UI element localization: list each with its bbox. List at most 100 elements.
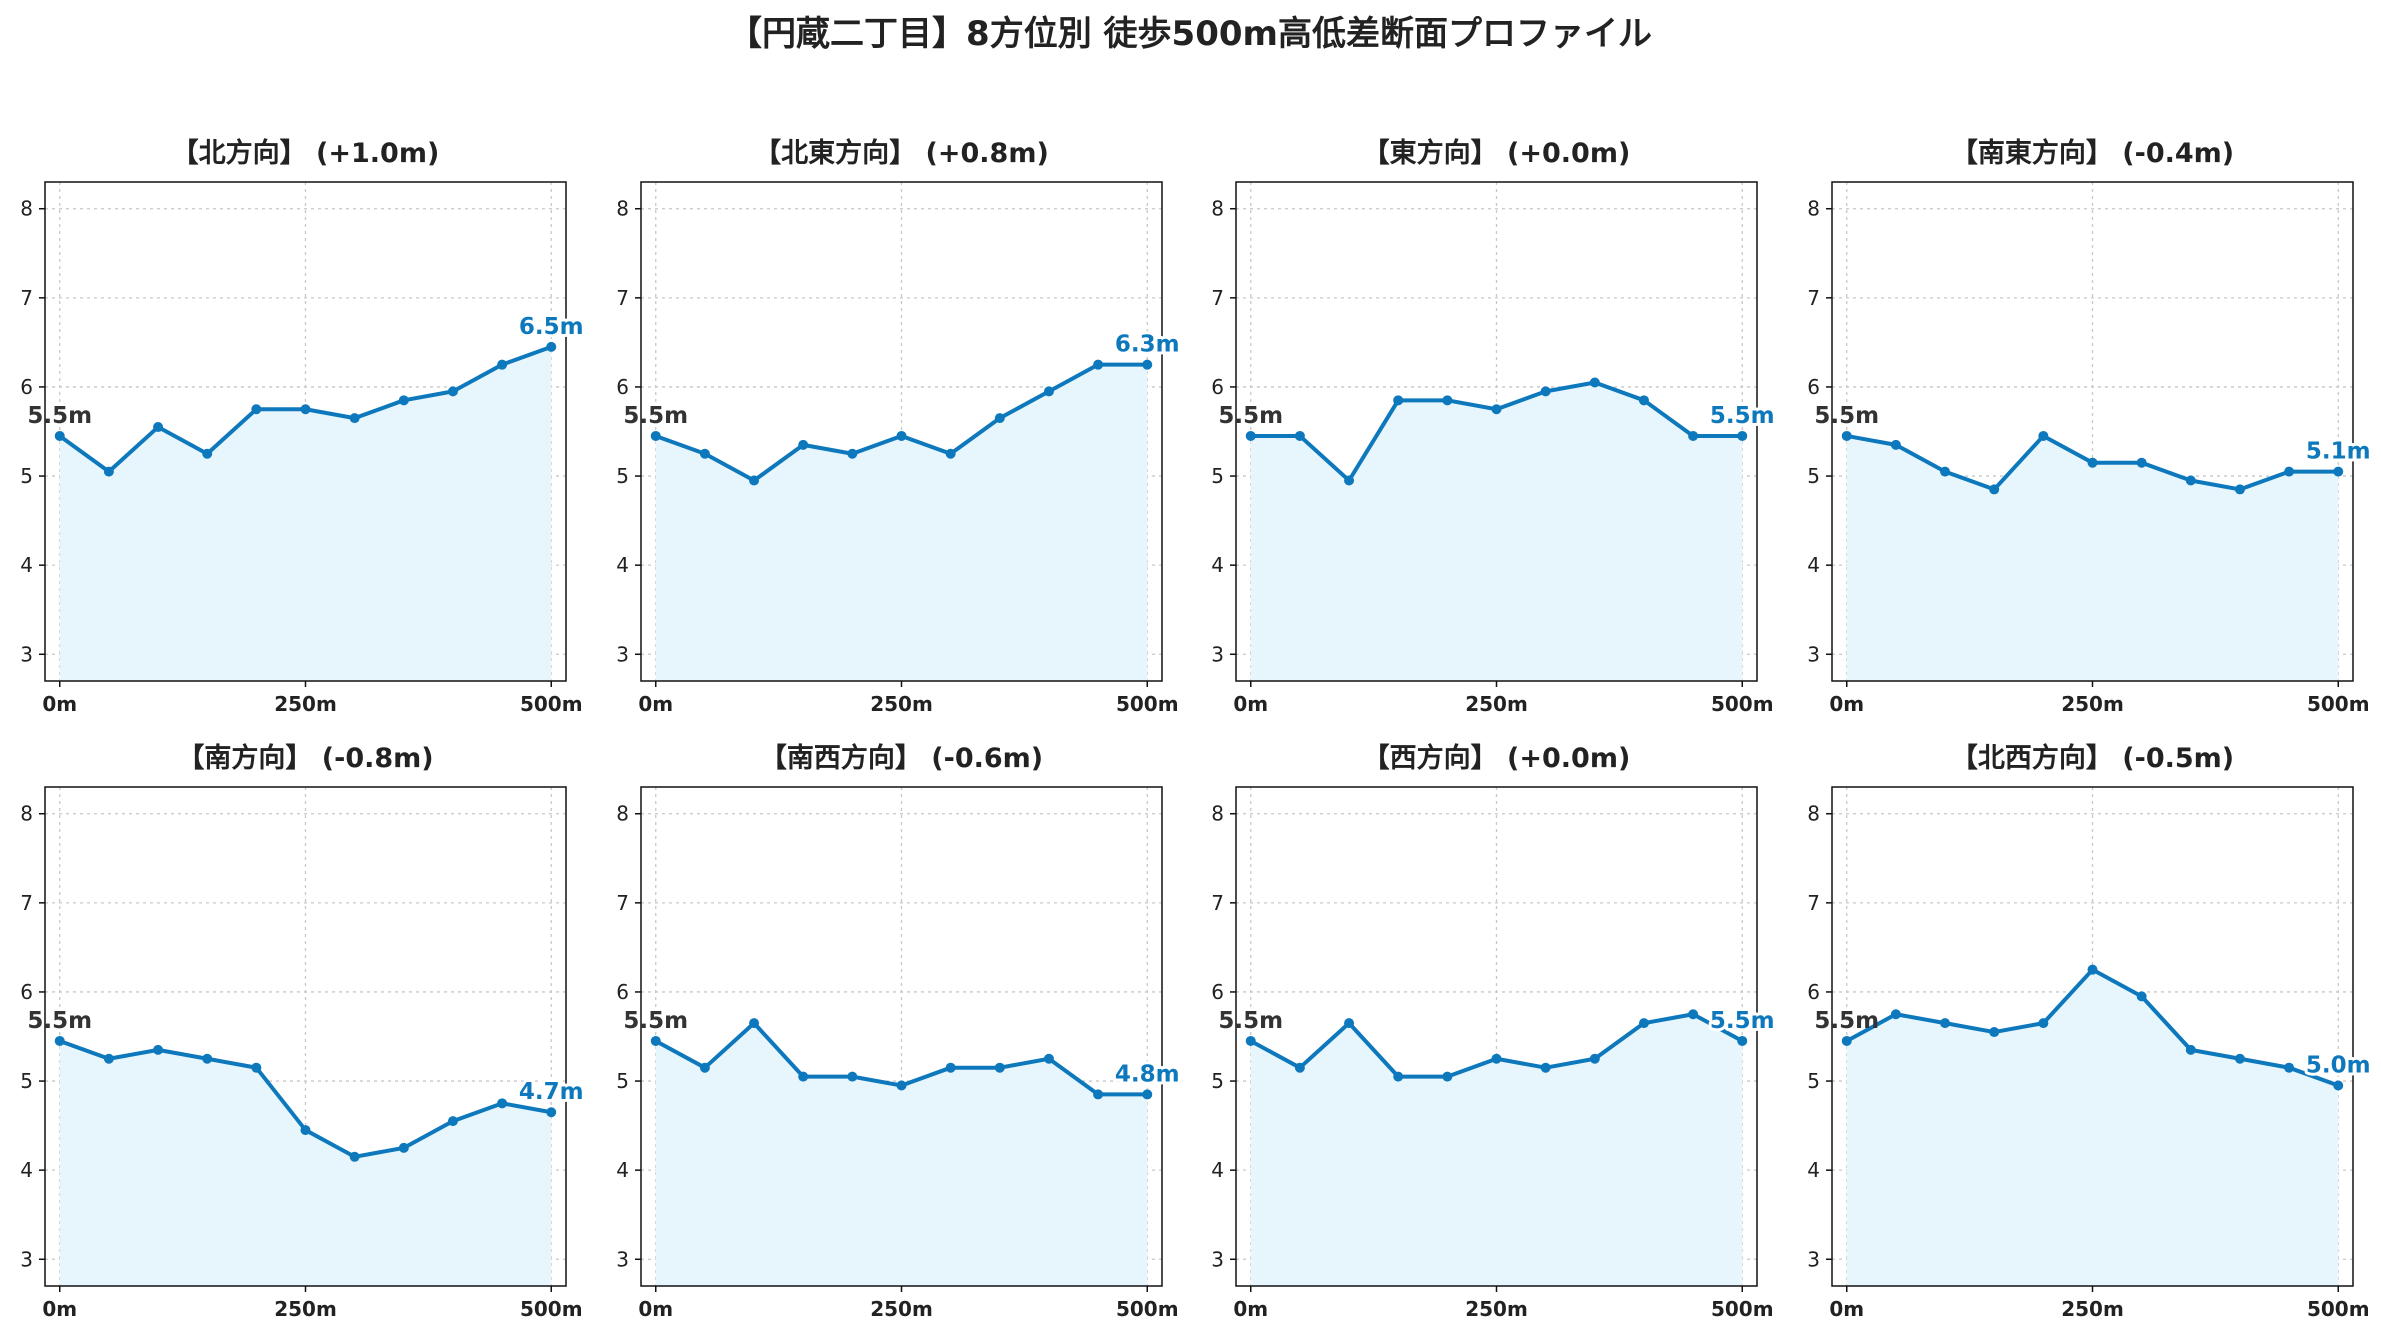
data-point: [2284, 1062, 2295, 1073]
data-point: [1841, 1035, 1852, 1046]
x-tick-label: 0m: [638, 1297, 673, 1321]
profile-area: [1846, 435, 2339, 681]
data-point: [1043, 1053, 1054, 1064]
y-tick-label: 8: [616, 802, 629, 826]
x-tick-label: 0m: [1829, 1297, 1864, 1321]
y-tick-label: 7: [1807, 286, 1820, 310]
x-tick-label: 0m: [42, 1297, 77, 1321]
y-tick-label: 5: [1807, 1069, 1820, 1093]
profile-area: [1846, 969, 2339, 1286]
end-elevation-label: 4.8m: [1115, 1061, 1180, 1087]
data-point: [54, 1035, 65, 1046]
data-point: [896, 430, 907, 441]
data-point: [153, 422, 164, 433]
x-tick-label: 250m: [870, 1297, 933, 1321]
panel-title: 【北西方向】 (-0.5m): [1951, 742, 2234, 774]
data-point: [2185, 475, 2196, 486]
data-point: [2038, 1018, 2049, 1029]
y-tick-label: 5: [20, 464, 33, 488]
y-tick-label: 5: [616, 1069, 629, 1093]
y-tick-label: 6: [1211, 375, 1224, 399]
data-point: [1344, 1018, 1355, 1029]
data-point: [994, 1062, 1005, 1073]
data-point: [103, 466, 114, 477]
panel-title: 【南西方向】 (-0.6m): [760, 742, 1043, 774]
x-tick-label: 500m: [2307, 1297, 2370, 1321]
x-tick-label: 500m: [520, 1297, 583, 1321]
end-elevation-label-halo: 4.7m: [519, 1079, 584, 1105]
data-point: [1940, 466, 1951, 477]
data-point: [2087, 457, 2098, 468]
y-tick-label: 7: [616, 891, 629, 915]
y-tick-label: 4: [1211, 553, 1224, 577]
y-tick-label: 7: [20, 286, 33, 310]
profile-area: [655, 364, 1148, 681]
data-point: [2087, 964, 2098, 975]
data-point: [1940, 1018, 1951, 1029]
end-elevation-label: 5.5m: [1710, 403, 1775, 429]
data-point: [398, 395, 409, 406]
start-elevation-label: 5.5m: [27, 1008, 92, 1034]
data-point: [1589, 377, 1600, 388]
data-point: [699, 1062, 710, 1073]
data-point: [1589, 1053, 1600, 1064]
x-tick-label: 0m: [638, 692, 673, 716]
y-tick-label: 3: [1807, 1247, 1820, 1271]
data-point: [546, 341, 557, 352]
data-point: [349, 1151, 360, 1162]
y-tick-label: 6: [616, 980, 629, 1004]
x-tick-label: 500m: [1116, 692, 1179, 716]
y-tick-label: 7: [1807, 891, 1820, 915]
data-point: [1540, 1062, 1551, 1073]
y-tick-label: 4: [20, 553, 33, 577]
data-point: [1737, 1035, 1748, 1046]
data-point: [2136, 991, 2147, 1002]
profile-area: [1250, 1014, 1743, 1286]
y-tick-label: 3: [1807, 642, 1820, 666]
data-point: [1245, 430, 1256, 441]
panel-title: 【北方向】 (+1.0m): [172, 137, 440, 169]
x-tick-label: 500m: [520, 692, 583, 716]
y-tick-label: 3: [616, 642, 629, 666]
y-tick-label: 8: [1211, 197, 1224, 221]
panel-title: 【北東方向】 (+0.8m): [754, 137, 1049, 169]
start-elevation-label: 5.5m: [623, 1008, 688, 1034]
start-elevation-label: 5.5m: [1218, 1008, 1283, 1034]
x-tick-label: 500m: [1711, 692, 1774, 716]
profile-area: [1250, 382, 1743, 681]
data-point: [650, 430, 661, 441]
data-point: [2333, 466, 2344, 477]
data-point: [398, 1142, 409, 1153]
data-point: [103, 1053, 114, 1064]
y-tick-label: 6: [20, 375, 33, 399]
y-tick-label: 4: [616, 1158, 629, 1182]
x-tick-label: 250m: [2061, 1297, 2124, 1321]
data-point: [945, 448, 956, 459]
y-tick-label: 5: [616, 464, 629, 488]
data-point: [1393, 395, 1404, 406]
data-point: [349, 413, 360, 424]
y-tick-label: 8: [20, 802, 33, 826]
data-point: [2284, 466, 2295, 477]
data-point: [1688, 430, 1699, 441]
x-tick-label: 0m: [1233, 1297, 1268, 1321]
y-tick-label: 6: [1807, 375, 1820, 399]
data-point: [994, 413, 1005, 424]
end-elevation-label: 6.3m: [1115, 332, 1180, 358]
figure-title: 【円蔵二丁目】8方位別 徒歩500m高低差断面プロファイル: [728, 14, 1652, 54]
data-point: [1043, 386, 1054, 397]
y-tick-label: 5: [1211, 1069, 1224, 1093]
x-tick-label: 0m: [1829, 692, 1864, 716]
end-elevation-label: 5.1m: [2306, 439, 2371, 465]
start-elevation-label: 5.5m: [27, 403, 92, 429]
data-point: [749, 475, 760, 486]
x-tick-label: 0m: [1233, 692, 1268, 716]
y-tick-label: 4: [1211, 1158, 1224, 1182]
data-point: [1245, 1035, 1256, 1046]
panel-title: 【東方向】 (+0.0m): [1363, 137, 1631, 169]
